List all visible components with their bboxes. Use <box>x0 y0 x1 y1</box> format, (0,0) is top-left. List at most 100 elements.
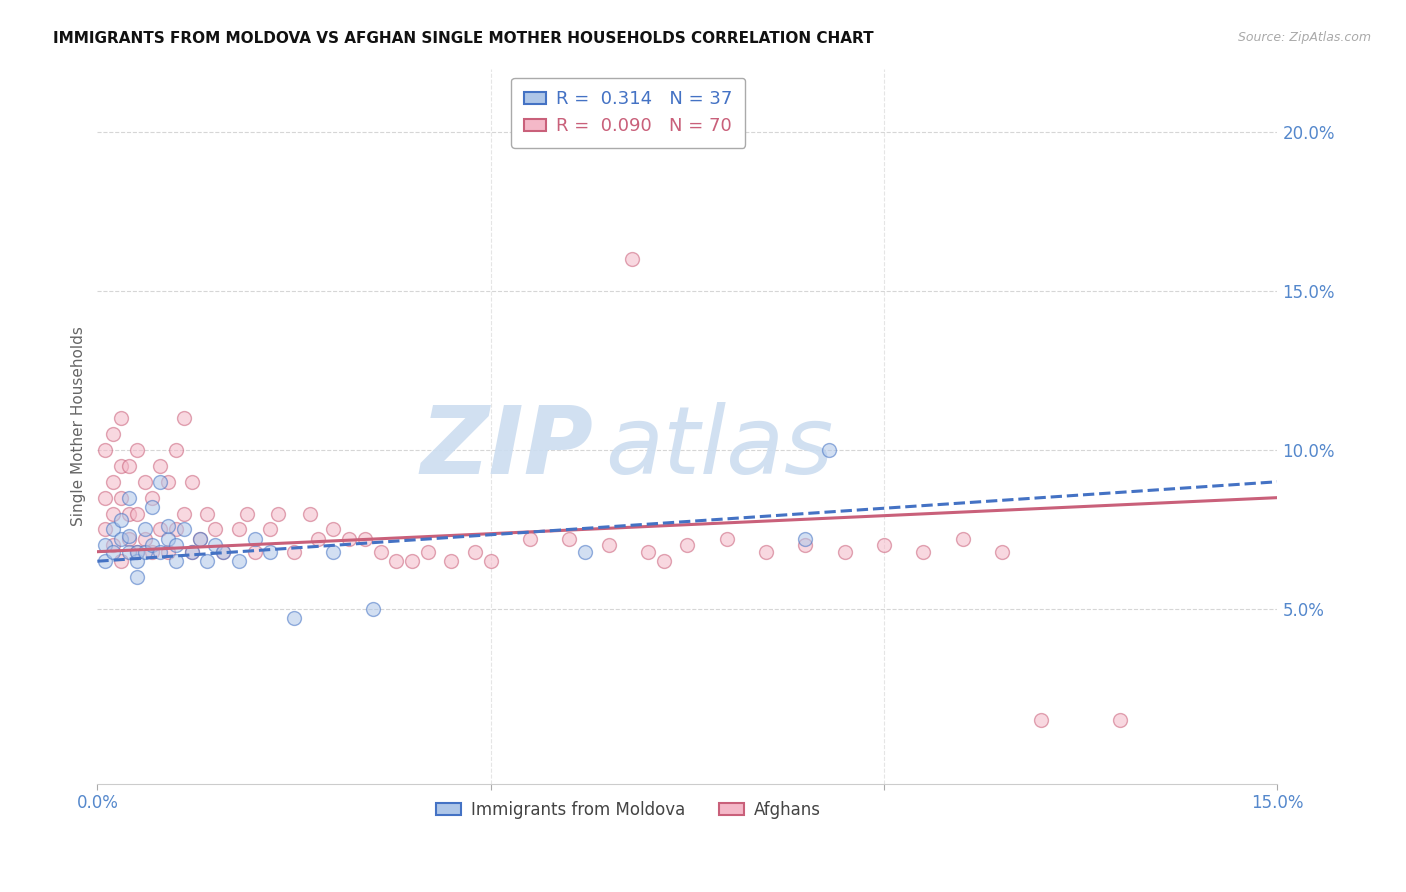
Point <box>212 544 235 558</box>
Point <box>519 532 541 546</box>
Point <box>228 523 250 537</box>
Point <box>197 554 219 568</box>
Point <box>134 544 156 558</box>
Point <box>180 544 202 558</box>
Point <box>149 523 172 537</box>
Point <box>873 538 896 552</box>
Point <box>149 458 172 473</box>
Point <box>912 544 935 558</box>
Point <box>621 252 644 267</box>
Point <box>361 602 384 616</box>
Point <box>180 544 202 558</box>
Point <box>794 538 817 552</box>
Point <box>173 411 195 425</box>
Point <box>676 538 699 552</box>
Legend: Immigrants from Moldova, Afghans: Immigrants from Moldova, Afghans <box>429 794 827 825</box>
Point <box>110 532 132 546</box>
Point <box>204 538 226 552</box>
Point <box>479 554 502 568</box>
Point <box>574 544 596 558</box>
Point <box>134 532 156 546</box>
Point <box>794 532 817 546</box>
Point <box>141 538 163 552</box>
Point <box>716 532 738 546</box>
Point <box>157 475 180 489</box>
Point <box>267 507 290 521</box>
Point <box>243 544 266 558</box>
Point <box>188 532 211 546</box>
Point <box>165 554 187 568</box>
Point <box>637 544 659 558</box>
Point <box>141 491 163 505</box>
Point <box>197 507 219 521</box>
Point <box>165 538 187 552</box>
Point <box>118 529 141 543</box>
Point <box>157 544 180 558</box>
Text: ZIP: ZIP <box>420 401 593 493</box>
Point <box>558 532 581 546</box>
Point <box>243 532 266 546</box>
Point <box>353 532 375 546</box>
Point <box>259 544 281 558</box>
Point <box>401 554 423 568</box>
Point <box>204 523 226 537</box>
Point <box>94 538 117 552</box>
Point <box>236 507 259 521</box>
Point <box>125 442 148 457</box>
Point <box>165 442 187 457</box>
Point <box>991 544 1014 558</box>
Point <box>101 538 124 552</box>
Point <box>101 475 124 489</box>
Point <box>337 532 360 546</box>
Point <box>322 523 344 537</box>
Point <box>834 544 856 558</box>
Point <box>118 544 141 558</box>
Point <box>101 544 124 558</box>
Point <box>818 442 841 457</box>
Point <box>598 538 620 552</box>
Point <box>141 544 163 558</box>
Point <box>416 544 439 558</box>
Point <box>307 532 329 546</box>
Point <box>125 544 148 558</box>
Point <box>1031 713 1053 727</box>
Point <box>952 532 974 546</box>
Point <box>94 442 117 457</box>
Text: Source: ZipAtlas.com: Source: ZipAtlas.com <box>1237 31 1371 45</box>
Point <box>157 532 180 546</box>
Text: atlas: atlas <box>605 402 832 493</box>
Point <box>283 544 305 558</box>
Point <box>125 554 148 568</box>
Point <box>110 554 132 568</box>
Point <box>141 500 163 515</box>
Point <box>118 458 141 473</box>
Point <box>322 544 344 558</box>
Point <box>94 523 117 537</box>
Point <box>101 523 124 537</box>
Point <box>188 532 211 546</box>
Point <box>134 523 156 537</box>
Point <box>173 523 195 537</box>
Point <box>228 554 250 568</box>
Point <box>259 523 281 537</box>
Point <box>165 523 187 537</box>
Point <box>173 507 195 521</box>
Point <box>110 411 132 425</box>
Point <box>134 475 156 489</box>
Point <box>149 544 172 558</box>
Point <box>385 554 408 568</box>
Point <box>157 519 180 533</box>
Point <box>464 544 486 558</box>
Point <box>94 491 117 505</box>
Y-axis label: Single Mother Households: Single Mother Households <box>72 326 86 526</box>
Point <box>94 554 117 568</box>
Point <box>110 491 132 505</box>
Point <box>298 507 321 521</box>
Point <box>755 544 778 558</box>
Point <box>110 458 132 473</box>
Point <box>212 544 235 558</box>
Point <box>118 491 141 505</box>
Point <box>180 475 202 489</box>
Point <box>110 513 132 527</box>
Point <box>283 611 305 625</box>
